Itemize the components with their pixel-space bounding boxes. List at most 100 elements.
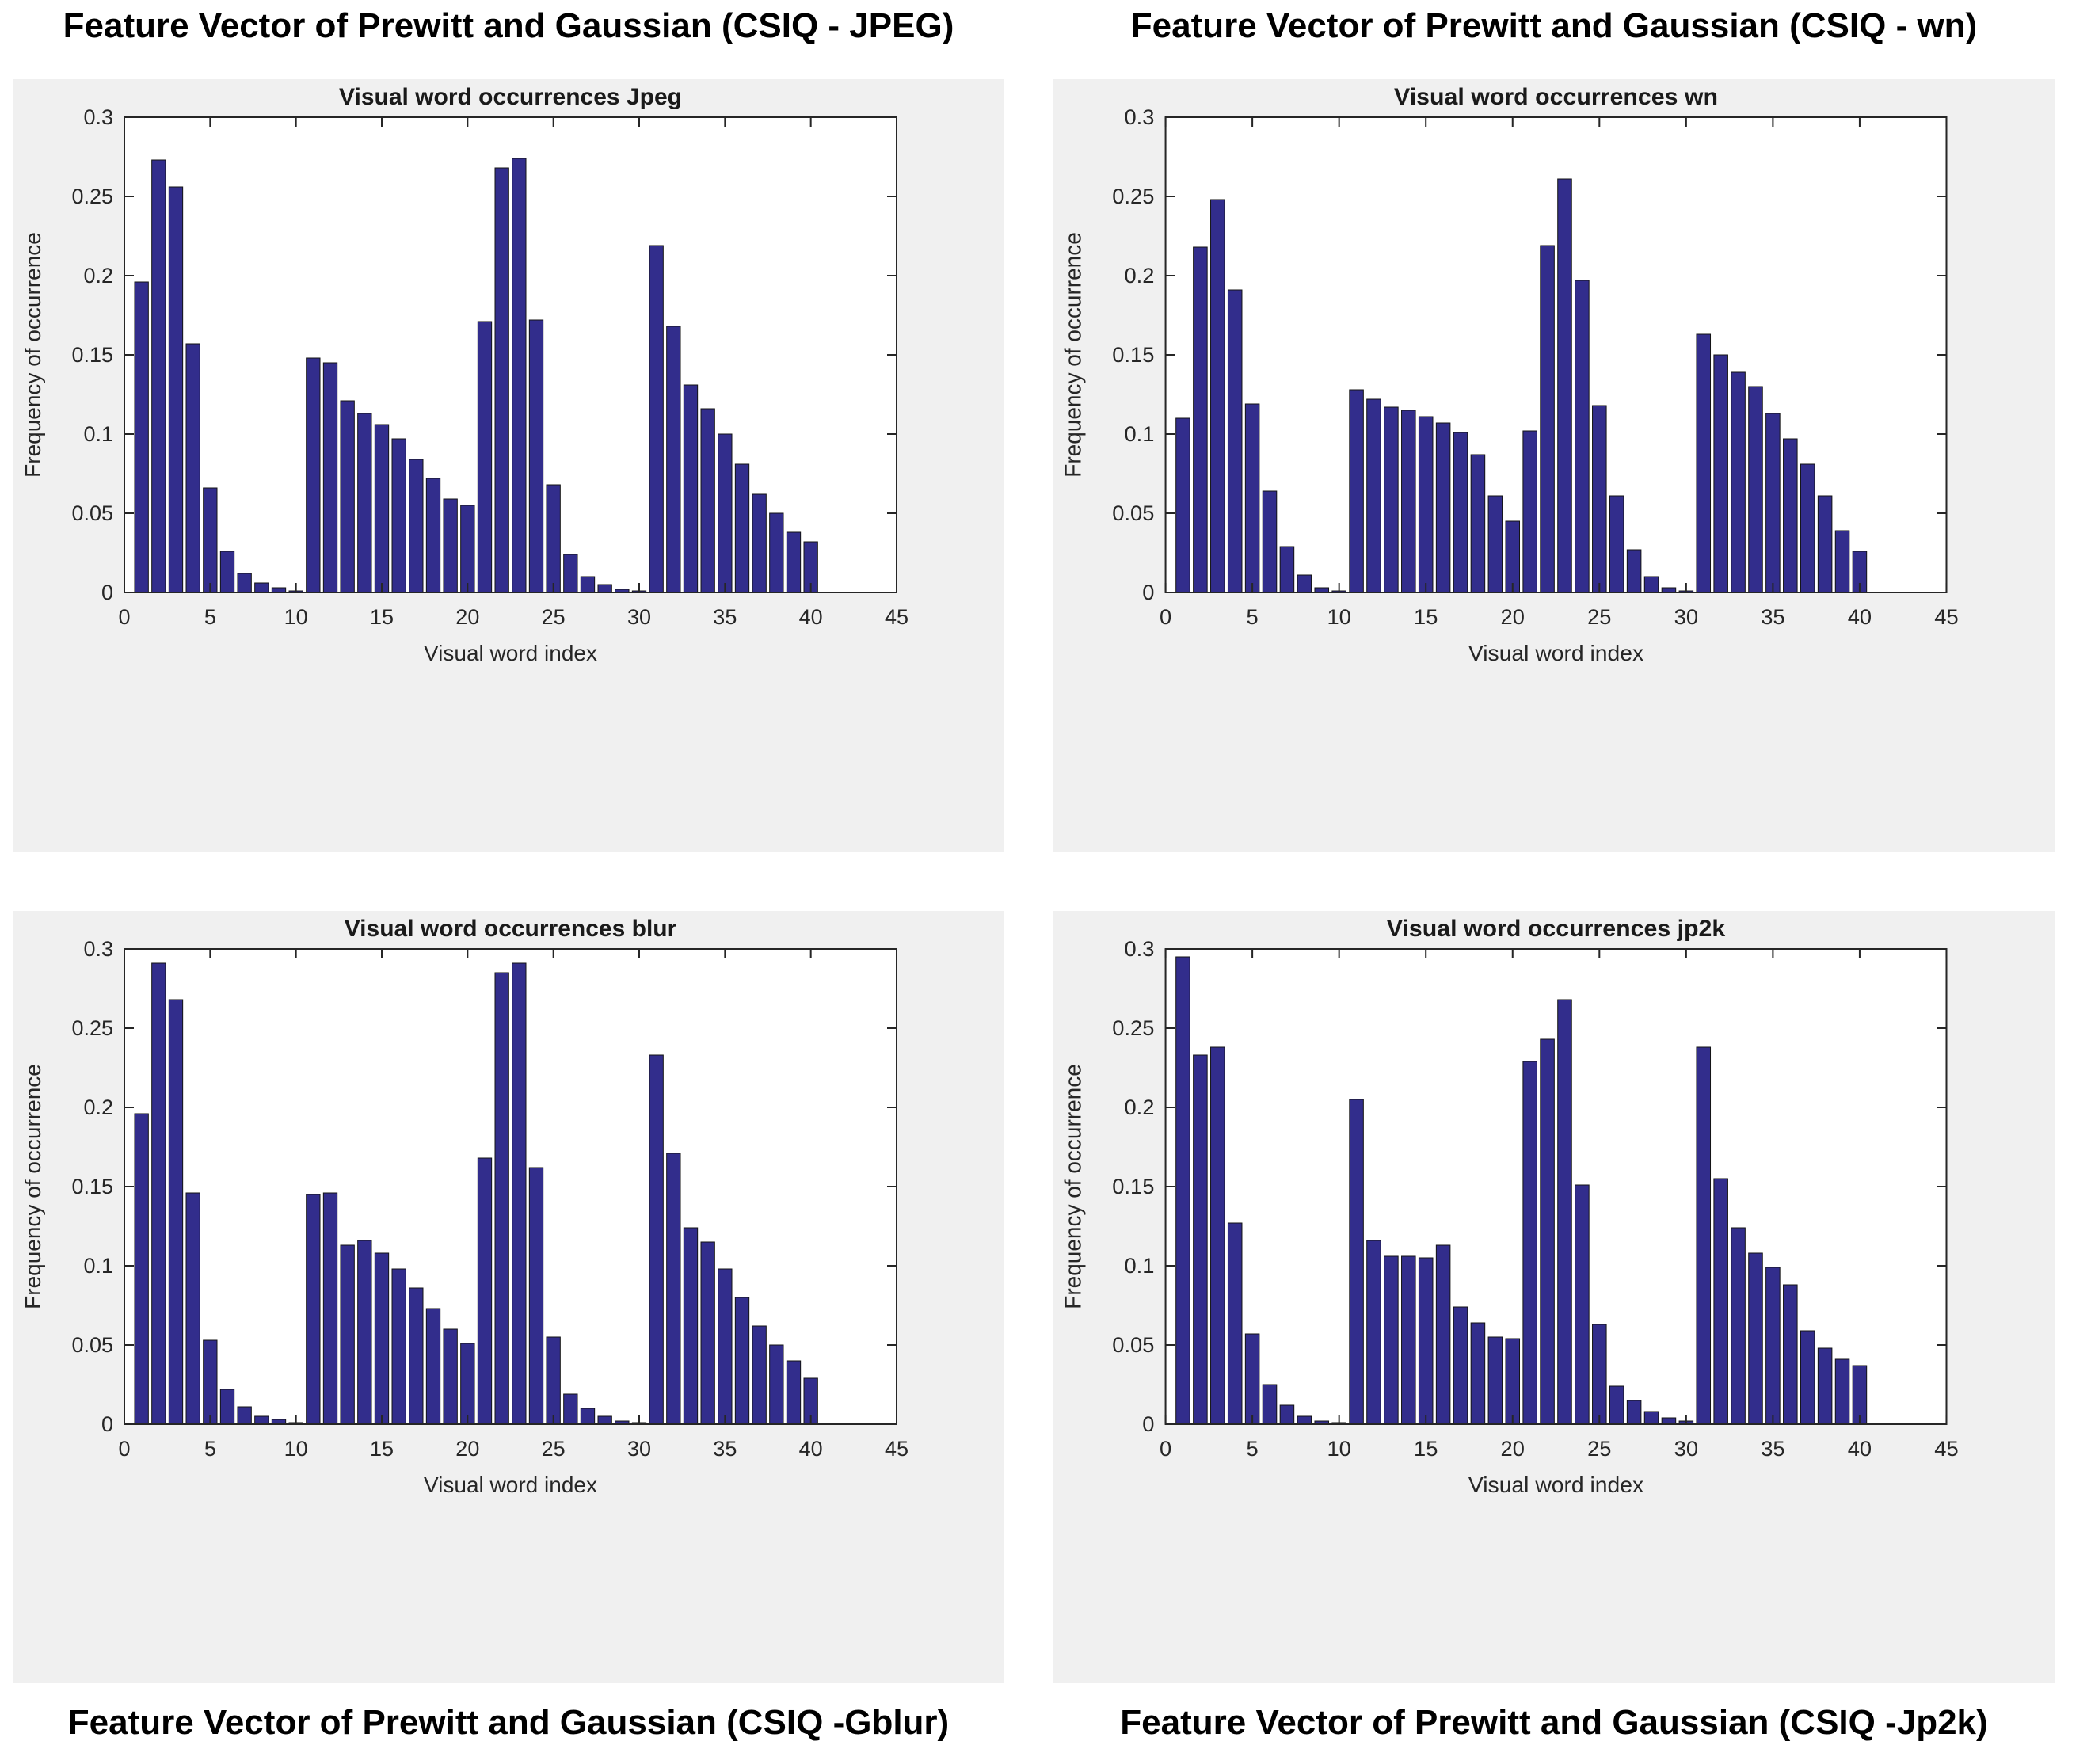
bar xyxy=(1661,1417,1677,1425)
bar xyxy=(1418,416,1434,593)
x-tick-label: 45 xyxy=(1934,1436,1958,1461)
bar xyxy=(409,459,424,593)
bar xyxy=(752,1325,767,1425)
bars xyxy=(134,158,818,593)
y-tick-label: 0.2 xyxy=(83,264,113,288)
bar xyxy=(494,972,509,1425)
bar xyxy=(528,319,544,593)
bars xyxy=(134,962,818,1425)
bar xyxy=(563,554,578,593)
y-tick-label: 0 xyxy=(1142,1412,1154,1436)
x-tick-label: 30 xyxy=(627,605,651,629)
x-tick-label: 0 xyxy=(118,605,130,629)
chart-svg: 0 5 10 15 20 25 30 35 40 45 0 0.05 0.1 0.15 0.2 0.25 0.3… xyxy=(1061,916,1958,1497)
y-tick-label: 0.05 xyxy=(1112,1332,1154,1357)
x-tick-label: 40 xyxy=(799,605,823,629)
plot-area xyxy=(124,949,897,1424)
bar xyxy=(1731,1227,1746,1425)
y-tick-label: 0.3 xyxy=(83,937,113,961)
bar xyxy=(1435,1244,1451,1425)
x-tick-label: 0 xyxy=(1160,604,1171,629)
x-tick-label: 5 xyxy=(1247,604,1259,629)
y-tick-label: 0.15 xyxy=(1112,1174,1154,1198)
bar xyxy=(357,1240,372,1425)
chart-title: Visual word occurrences Jpeg xyxy=(339,84,682,110)
bar xyxy=(649,245,664,593)
x-axis-label: Visual word index xyxy=(1468,641,1643,665)
bar xyxy=(306,1194,321,1425)
y-tick-label: 0.2 xyxy=(1124,263,1154,288)
bar xyxy=(1626,549,1642,593)
bar xyxy=(1193,246,1208,593)
bar xyxy=(1643,1411,1659,1425)
chart-panel-wn: 0 5 10 15 20 25 30 35 40 45 0 0.05 0.1 0.15 0.2 0.25 0.3… xyxy=(1053,79,2055,852)
bar xyxy=(203,487,218,593)
x-axis-label: Visual word index xyxy=(424,1473,597,1497)
y-tick-label: 0.15 xyxy=(1112,342,1154,367)
bar xyxy=(512,158,527,593)
bar xyxy=(1592,1324,1607,1425)
bar xyxy=(1401,1255,1416,1425)
chart-title: Visual word occurrences jp2k xyxy=(1387,916,1726,942)
bar xyxy=(1522,1061,1537,1425)
bar xyxy=(134,281,149,593)
x-tick-label: 5 xyxy=(204,605,216,629)
bar xyxy=(786,531,802,593)
bar xyxy=(1575,280,1590,593)
bar xyxy=(477,1157,493,1425)
x-tick-label: 25 xyxy=(1587,1436,1611,1461)
chart-title: Visual word occurrences blur xyxy=(345,916,677,942)
bar xyxy=(425,478,441,593)
y-tick-label: 0.15 xyxy=(71,343,113,367)
bar xyxy=(528,1167,544,1425)
bar xyxy=(1244,1333,1260,1425)
bar xyxy=(374,424,390,593)
bar xyxy=(322,1192,338,1425)
bar xyxy=(254,1415,269,1425)
bars xyxy=(1175,956,1868,1425)
x-tick-label: 35 xyxy=(713,605,737,629)
ticks xyxy=(124,948,897,1425)
x-tick-label: 15 xyxy=(370,605,394,629)
bar xyxy=(1297,1415,1312,1425)
y-tick-label: 0.15 xyxy=(71,1175,113,1198)
bar xyxy=(1817,495,1833,593)
tick-labels: 0 5 10 15 20 25 30 35 40 45 0 0.05 0.1 0.15 0.2 0.25 0.3 xyxy=(1112,936,1958,1461)
bar xyxy=(494,167,509,593)
bar xyxy=(219,551,235,593)
x-tick-label: 25 xyxy=(542,605,566,629)
x-tick-label: 40 xyxy=(1848,604,1872,629)
x-tick-label: 15 xyxy=(1414,604,1438,629)
x-tick-label: 45 xyxy=(885,1437,908,1461)
y-tick-label: 0 xyxy=(1142,580,1154,604)
bar xyxy=(185,1192,200,1425)
y-axis-label: Frequency of occurrence xyxy=(1061,1064,1085,1309)
y-tick-label: 0.1 xyxy=(83,1254,113,1278)
caption-bottom-left: Feature Vector of Prewitt and Gaussian (… xyxy=(67,1703,950,1742)
bar xyxy=(1487,495,1503,593)
bar xyxy=(1175,956,1190,1425)
caption-top-left: Feature Vector of Prewitt and Gaussian (… xyxy=(63,6,954,45)
y-tick-label: 0.1 xyxy=(1124,421,1154,446)
y-axis-label: Frequency of occurrence xyxy=(21,1064,45,1309)
bar xyxy=(1557,178,1572,593)
x-tick-label: 10 xyxy=(1327,1436,1350,1461)
chart-svg: 0 5 10 15 20 25 30 35 40 45 0 0.05 0.1 0.15 0.2 0.25 0.3… xyxy=(1061,84,1958,665)
bar xyxy=(597,584,612,593)
bar xyxy=(425,1308,441,1425)
bar xyxy=(357,413,372,593)
y-tick-label: 0 xyxy=(101,581,113,604)
bar xyxy=(1366,1240,1381,1425)
bar xyxy=(1349,389,1364,593)
bar xyxy=(666,1153,681,1425)
chart-panel-jp2k: 0 5 10 15 20 25 30 35 40 45 0 0.05 0.1 0.15 0.2 0.25 0.3… xyxy=(1053,911,2055,1683)
x-tick-label: 20 xyxy=(455,1437,479,1461)
bar xyxy=(1505,520,1521,593)
bar xyxy=(1505,1338,1521,1425)
y-tick-label: 0.05 xyxy=(1112,501,1154,525)
bar xyxy=(151,159,166,593)
bar xyxy=(1470,454,1486,593)
bar xyxy=(666,326,681,593)
plot-area xyxy=(1165,117,1947,592)
